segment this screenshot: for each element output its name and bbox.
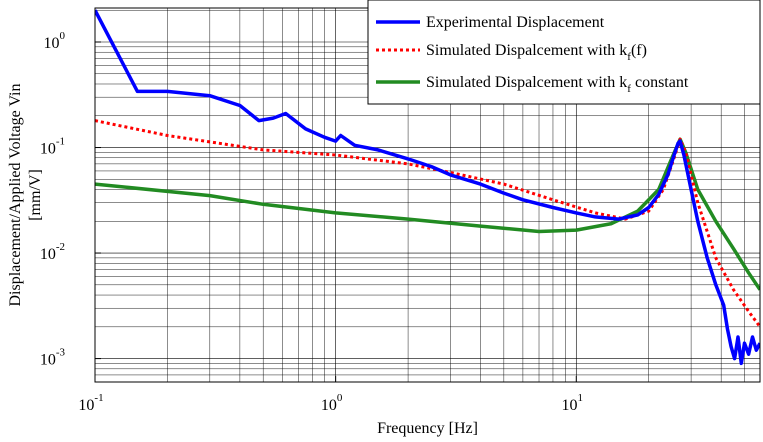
y-tick-label: 10-1 (40, 136, 65, 158)
x-tick-label: 100 (321, 392, 343, 414)
series-line (95, 137, 760, 291)
y-tick-label: 10-2 (40, 241, 65, 263)
legend-box (367, 0, 761, 105)
series-line (95, 9, 760, 366)
y-axis-label-line-2: [mm/V] (27, 169, 44, 221)
x-axis-label: Frequency [Hz] (377, 420, 478, 437)
axis-ticks (94, 41, 577, 382)
x-tick-labels: 10-1 100 101 (78, 392, 583, 414)
x-tick-label: 10-1 (78, 392, 103, 414)
series-line (95, 119, 760, 328)
x-tick-label: 101 (562, 392, 584, 414)
y-axis-label: Displacement/Applied Voltage Vin [mm/V] (7, 83, 44, 306)
legend-label: Simulated Dispalcement with kf(f) (426, 42, 647, 63)
y-tick-labels: 10-3 10-2 10-1 100 (40, 30, 66, 369)
y-tick-label: 100 (44, 30, 66, 52)
legend: Experimental Displacement Simulated Dispa… (367, 0, 761, 105)
data-series (95, 9, 760, 366)
y-tick-label: 10-3 (40, 347, 66, 369)
y-axis-label-line-1: Displacement/Applied Voltage Vin (7, 83, 24, 306)
legend-label: Simulated Dispalcement with kf constant (426, 74, 689, 95)
legend-label: Experimental Displacement (426, 14, 605, 31)
